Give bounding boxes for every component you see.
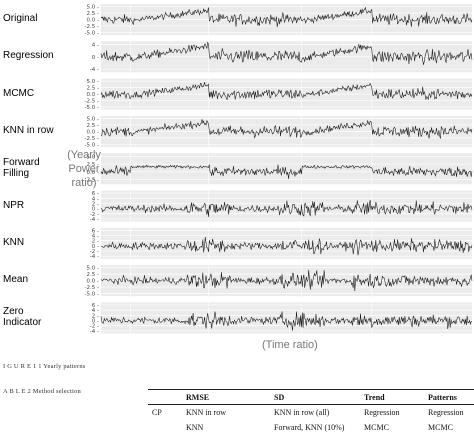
panel-background (101, 227, 472, 259)
table-cell: MCMC (428, 423, 453, 432)
y-tick-label: 0.0 - (87, 92, 99, 98)
y-tick-label: 2.5 - (87, 123, 99, 129)
series-line (100, 311, 473, 331)
series-line (100, 237, 473, 256)
series-line (100, 41, 473, 65)
y-tick-label: 0.0 - (87, 129, 99, 135)
y-tick-label: 5.0 - (87, 5, 99, 11)
y-tick-label: 0.0 - (87, 279, 99, 285)
figure-caption: I G U R E 1 1 Yearly patterns (3, 363, 86, 370)
panel-label: Original (3, 13, 38, 24)
panel-label: MCMC (3, 87, 35, 99)
y-tick-label: -5.0 - (85, 292, 99, 298)
panel-6: 6 -4 -2 -0 --2 --4 - (90, 227, 473, 260)
x-axis-note: (Time ratio) (262, 339, 318, 351)
series-line (100, 269, 473, 292)
table-header-rmse: RMSE (186, 393, 210, 402)
table-cell: KNN in row (186, 408, 226, 417)
table-row-group: CP (152, 408, 162, 417)
y-tick-label: -2 - (90, 212, 99, 218)
table-cell: MCMC (364, 423, 389, 432)
table-top-rule (148, 389, 474, 390)
table-header-sd: SD (274, 393, 285, 402)
y-tick-label: 2.5 - (87, 86, 99, 92)
y-tick-label: -2.5 - (85, 136, 99, 142)
y-tick-label: -4 - (90, 217, 99, 223)
y-tick-label: 0 - (92, 244, 99, 250)
y-tick-label: 2.5 - (87, 162, 99, 168)
table-caption: A B L E 2 Method selection (3, 388, 81, 395)
panel-2: 5.0 -2.5 -0.0 --2.5 --5.0 - (85, 78, 473, 111)
panel-label: Regression (3, 50, 54, 62)
y-tick-label: 5.0 - (87, 154, 99, 160)
y-tick-label: 5.0 - (87, 79, 99, 85)
y-tick-label: 6 - (92, 191, 99, 197)
panel-1: 4 - 0 - -4 - (90, 41, 473, 73)
panel-label: Forward Filling (3, 156, 40, 179)
y-tick-label: -2.5 - (85, 178, 99, 184)
panel-4: 5.0 - 2.5 - 0.0 - -2.5 - (85, 153, 473, 185)
y-tick-label: -2.5 - (85, 99, 99, 105)
y-tick-label: 2.5 - (87, 272, 99, 278)
y-tick-label: 4 - (92, 308, 99, 314)
y-tick-label: -4 - (90, 67, 99, 73)
y-tick-label: -5.0 - (85, 30, 99, 36)
panel-7: 5.0 -2.5 -0.0 --2.5 --5.0 - (85, 265, 473, 298)
table-cell: KNN (186, 423, 204, 432)
series-line (100, 199, 473, 217)
y-tick-label: 5.0 - (87, 116, 99, 122)
y-tick-label: -2 - (90, 324, 99, 330)
y-tick-label: 2 - (92, 201, 99, 207)
series-line (100, 81, 473, 101)
yearly-patterns-chart: 5.0 -2.5 -0.0 --2.5 --5.0 -4 -0 --4 -5.0… (85, 4, 473, 335)
y-tick-label: 2.5 - (87, 11, 99, 17)
series-line (100, 164, 473, 179)
panel-label: KNN in row (3, 124, 54, 136)
y-tick-label: 0 - (92, 318, 99, 324)
y-tick-label: 0 - (92, 55, 99, 61)
y-tick-label: 5.0 - (87, 266, 99, 272)
panel-3: 5.0 -2.5 -0.0 --2.5 --5.0 - (85, 115, 473, 148)
table-header-patterns: Patterns (428, 393, 457, 402)
y-axis-note: (Yearly Power ratio) (67, 149, 101, 189)
y-tick-label: 0.0 - (87, 18, 99, 24)
table-cell: Forward, KNN (10%) (274, 423, 345, 432)
y-tick-label: -2 - (90, 249, 99, 255)
panel-label: Zero Indicator (3, 305, 42, 328)
y-tick-label: -2.5 - (85, 285, 99, 291)
y-tick-label: 0 - (92, 207, 99, 213)
y-tick-label: 2 - (92, 313, 99, 319)
table-header-rule (148, 404, 474, 405)
y-tick-label: 6 - (92, 228, 99, 234)
y-tick-label: 4 - (92, 234, 99, 240)
y-tick-label: -5.0 - (85, 105, 99, 111)
panel-label: Mean (3, 274, 29, 286)
panel-5: 6 -4 -2 -0 --2 --4 - (90, 190, 473, 223)
table-header-trend: Trend (364, 393, 385, 402)
panel-background (101, 302, 472, 334)
panel-0: 5.0 -2.5 -0.0 --2.5 --5.0 - (85, 4, 473, 36)
y-tick-label: -5.0 - (85, 142, 99, 148)
y-tick-label: 0.0 - (87, 170, 99, 176)
y-tick-label: 6 - (92, 303, 99, 309)
y-tick-label: 4 - (92, 42, 99, 48)
table-cutoff (148, 433, 474, 441)
series-line (100, 119, 473, 139)
y-tick-label: -4 - (90, 254, 99, 260)
panel-label: KNN (3, 236, 25, 248)
panel-8: 6 -4 -2 -0 --2 --4 - (90, 302, 473, 335)
table-cell: Regression (364, 408, 400, 417)
series-line (100, 6, 473, 28)
table-cell: KNN in row (all) (274, 408, 330, 417)
y-tick-label: -4 - (90, 329, 99, 335)
y-tick-label: -2.5 - (85, 24, 99, 30)
y-tick-label: 2 - (92, 239, 99, 245)
table-cell: Regression (428, 408, 464, 417)
y-tick-label: 4 - (92, 196, 99, 202)
panel-label: NPR (3, 199, 25, 211)
